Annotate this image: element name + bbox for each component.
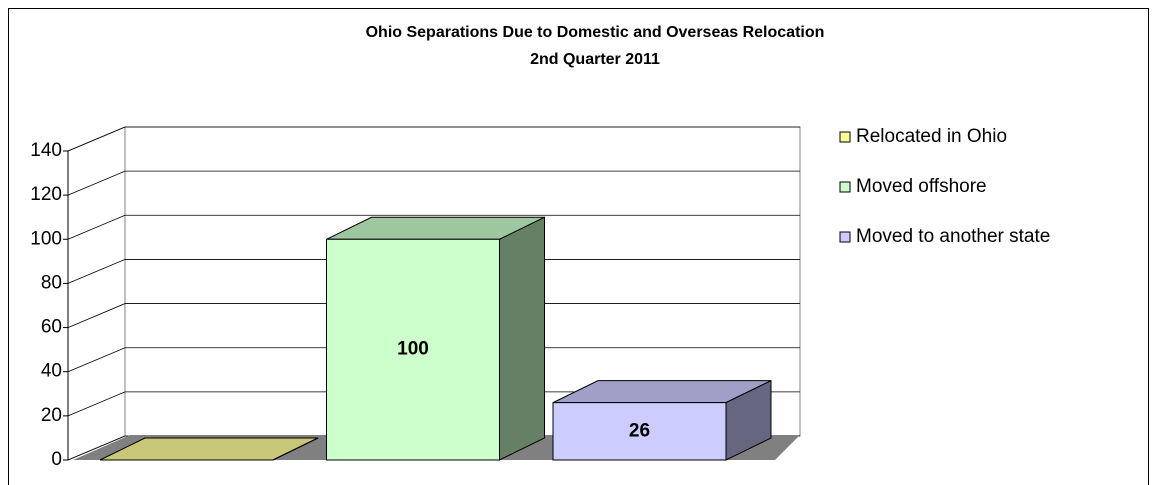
grid-line	[67, 347, 800, 373]
y-tick-label: 0	[51, 449, 62, 470]
data-label: 26	[629, 420, 650, 441]
grid-line	[67, 126, 800, 152]
y-tick-label: 120	[30, 184, 62, 205]
bar-side	[272, 437, 319, 461]
data-label: 100	[397, 339, 429, 360]
bar-side	[499, 216, 545, 461]
legend-label: Relocated in Ohio	[856, 126, 1007, 147]
bar	[326, 238, 500, 461]
legend-label: Moved offshore	[856, 176, 987, 197]
y-tick-label: 40	[41, 361, 62, 382]
grid-line	[67, 170, 800, 196]
grid-line	[67, 214, 800, 240]
y-tick-label: 60	[41, 317, 62, 338]
bar	[552, 402, 727, 461]
grid-line	[67, 303, 800, 328]
side-wall	[67, 126, 126, 461]
grid-line	[67, 259, 800, 284]
y-tick-label: 80	[41, 272, 62, 293]
y-tick-label: 100	[30, 228, 62, 249]
legend-swatch	[839, 131, 851, 143]
chart-title: Ohio Separations Due to Domestic and Ove…	[366, 24, 825, 41]
legend-swatch	[839, 181, 851, 193]
legend-label: Moved to another state	[856, 226, 1050, 247]
legend-swatch	[839, 231, 851, 243]
chart-subtitle: 2nd Quarter 2011	[530, 51, 660, 68]
y-tick-label: 140	[30, 140, 62, 161]
y-tick-label: 20	[41, 405, 62, 426]
